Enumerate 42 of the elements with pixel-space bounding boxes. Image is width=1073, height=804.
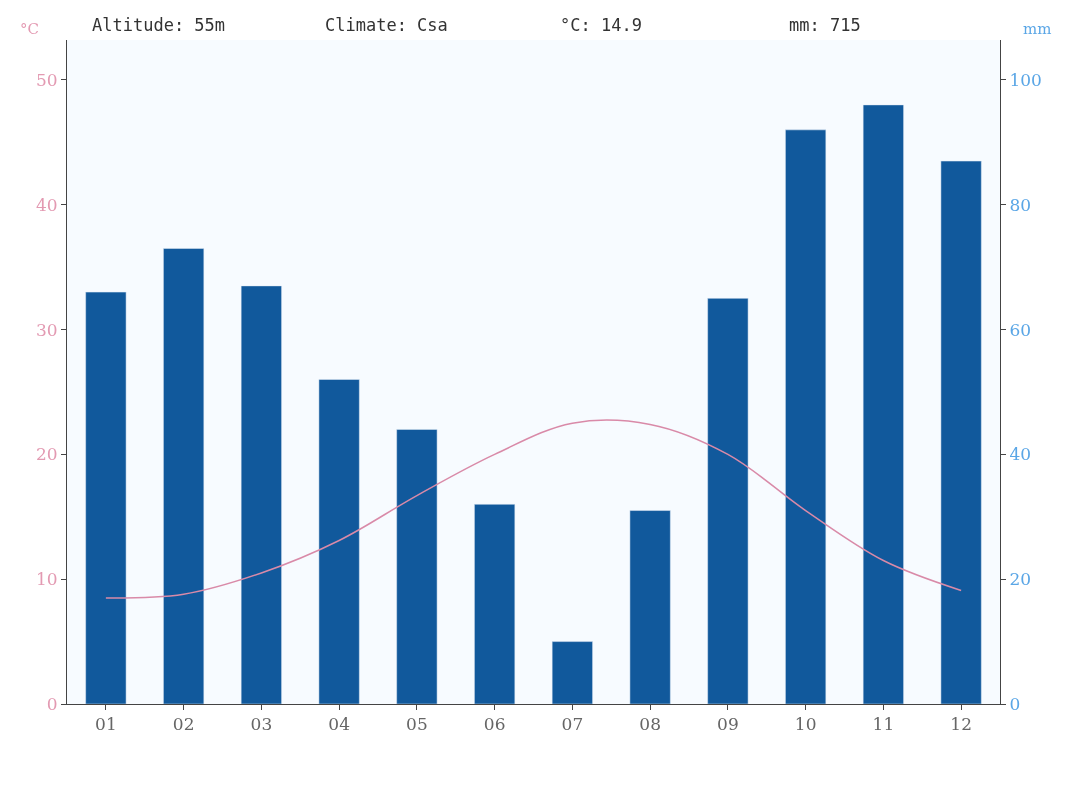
x-tick-label: 12	[950, 714, 972, 735]
x-tick-label: 11	[872, 714, 895, 735]
bar	[707, 298, 749, 704]
bar	[396, 429, 438, 704]
bar	[785, 129, 827, 704]
bar	[551, 641, 593, 704]
bar	[629, 510, 671, 704]
text: °C: 14.9	[560, 15, 642, 35]
bar	[940, 160, 982, 704]
x-tick-label: 10	[794, 714, 817, 735]
x-tick-label: 09	[717, 714, 739, 735]
bar	[163, 248, 205, 704]
y2-axis-title: mm	[1023, 20, 1052, 38]
y-tick-label: 20	[35, 444, 58, 465]
text: Climate: Csa	[325, 15, 448, 35]
x-tick-label: 03	[250, 714, 273, 735]
x-tick-label: 05	[406, 714, 428, 735]
x-tick-label: 08	[639, 714, 661, 735]
x-tick-label: 01	[95, 714, 117, 735]
bar	[240, 285, 282, 704]
y-tick-label: 50	[35, 69, 58, 90]
bar	[862, 104, 904, 704]
y-axis-title: °C	[20, 20, 39, 38]
text: mm: 715	[789, 15, 861, 35]
y2-tick-label: 80	[1009, 194, 1032, 215]
y2-tick-label: 40	[1009, 444, 1032, 465]
y-tick-label: 10	[35, 569, 58, 590]
text: Altitude: 55m	[92, 15, 226, 35]
x-tick-label: 04	[328, 714, 350, 735]
bar	[85, 291, 127, 704]
x-tick-label: 07	[561, 714, 584, 735]
bar	[474, 504, 516, 704]
y2-tick-label: 100	[1009, 69, 1042, 90]
y2-tick-label: 20	[1009, 569, 1032, 590]
y2-tick-label: 0	[1009, 693, 1021, 714]
y-tick-label: 0	[46, 693, 58, 714]
y-tick-label: 40	[35, 194, 58, 215]
y-tick-label: 30	[35, 319, 58, 340]
x-tick-label: 06	[483, 714, 506, 735]
bar	[318, 379, 360, 704]
x-tick-label: 02	[172, 714, 195, 735]
y2-tick-label: 60	[1009, 319, 1032, 340]
